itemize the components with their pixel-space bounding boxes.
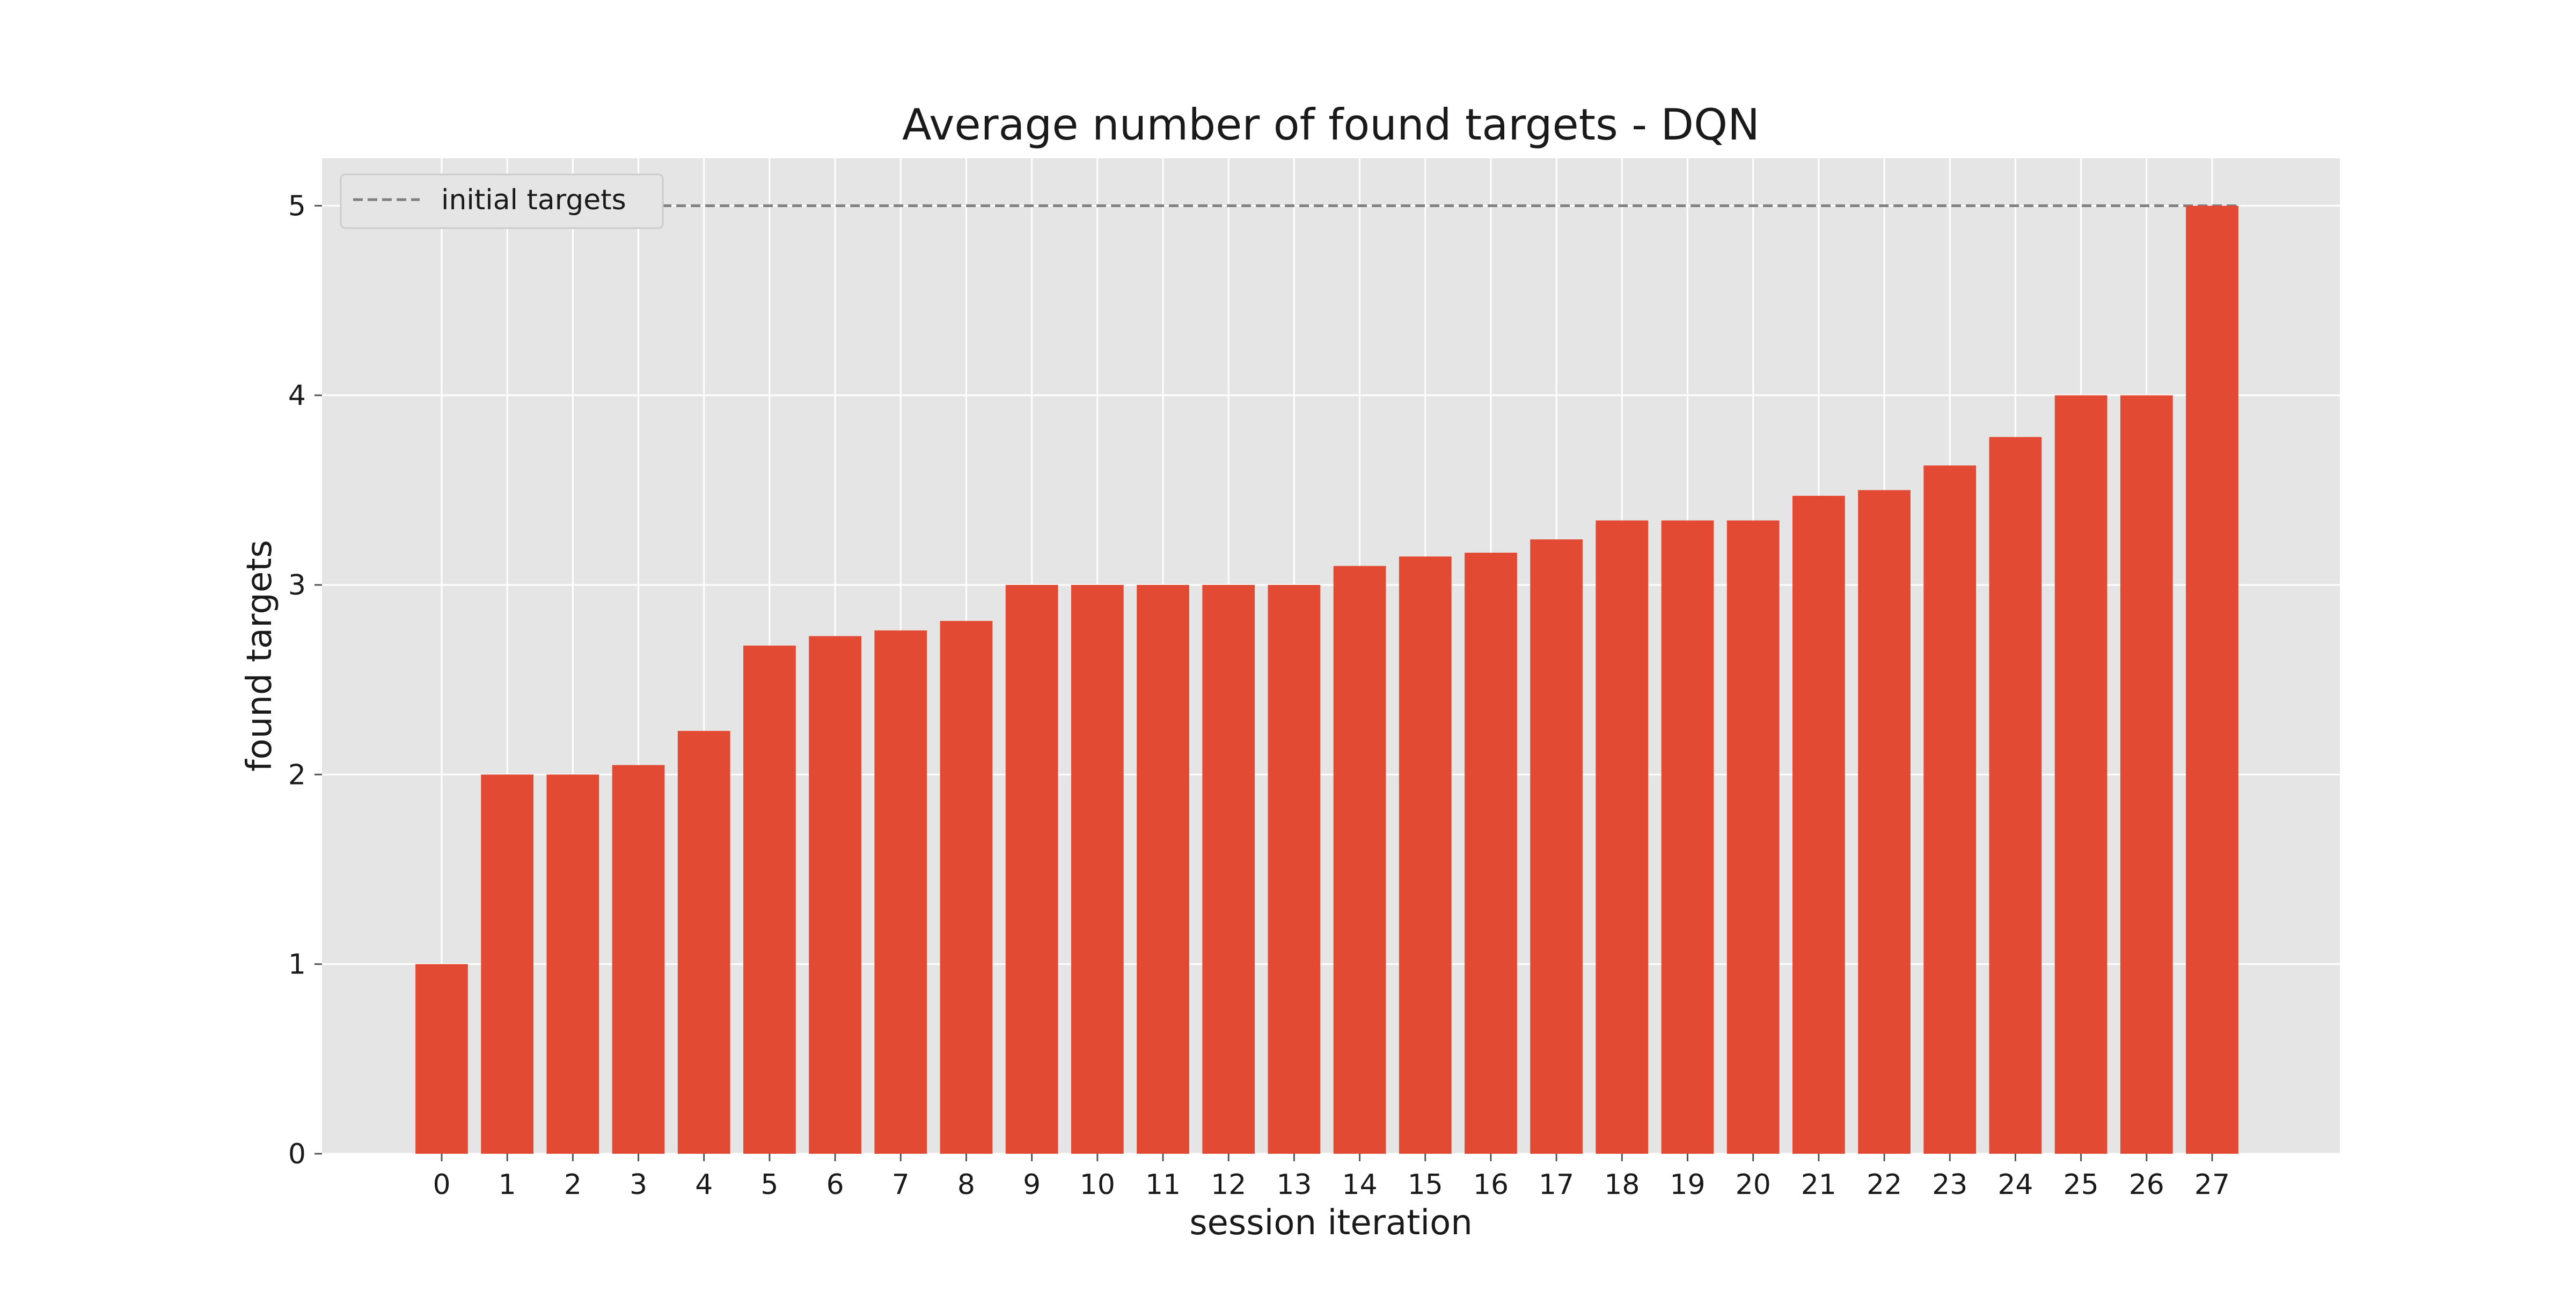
- chart-title: Average number of found targets - DQN: [902, 100, 1760, 150]
- x-tick-label: 6: [826, 1169, 844, 1201]
- bar-12: [1202, 585, 1255, 1154]
- x-tick-label: 12: [1211, 1169, 1246, 1201]
- bar-1: [481, 774, 534, 1154]
- x-tick-label: 10: [1080, 1169, 1115, 1201]
- bar-21: [1792, 495, 1845, 1154]
- y-tick-label: 1: [288, 949, 306, 981]
- bar-18: [1596, 520, 1649, 1154]
- y-tick-label: 4: [288, 380, 306, 412]
- bar-0: [415, 964, 468, 1154]
- bar-27: [2186, 206, 2238, 1154]
- bar-4: [677, 731, 730, 1154]
- bar-10: [1071, 585, 1124, 1154]
- x-tick-label: 3: [630, 1169, 647, 1201]
- bar-16: [1465, 552, 1517, 1154]
- bar-9: [1005, 585, 1058, 1154]
- x-tick-label: 17: [1539, 1169, 1574, 1201]
- x-tick-label: 8: [957, 1169, 975, 1201]
- x-tick-label: 25: [2063, 1169, 2099, 1201]
- x-tick-label: 26: [2129, 1169, 2164, 1201]
- x-tick-label: 11: [1145, 1169, 1181, 1201]
- x-tick-label: 19: [1670, 1169, 1705, 1201]
- x-tick-label: 14: [1342, 1169, 1378, 1201]
- bar-17: [1530, 539, 1583, 1154]
- y-axis-ticks: 0 1 2 3 4 5: [288, 190, 322, 1170]
- x-axis-ticks: 0 1 2 3 4 5 6 7 8 9 10 11 12 13 14 15 16 17 18 19 20 21 22 23 24…: [433, 1154, 2230, 1201]
- x-tick-label: 1: [499, 1169, 516, 1201]
- y-tick-label: 5: [288, 190, 306, 222]
- x-tick-label: 9: [1023, 1169, 1041, 1201]
- x-tick-label: 7: [892, 1169, 910, 1201]
- bar-15: [1399, 556, 1452, 1154]
- y-tick-label: 0: [288, 1138, 306, 1170]
- x-tick-label: 13: [1276, 1169, 1312, 1201]
- x-tick-label: 27: [2194, 1169, 2230, 1201]
- bar-14: [1333, 566, 1386, 1154]
- y-tick-label: 3: [288, 569, 306, 602]
- bar-20: [1726, 520, 1780, 1154]
- legend-box: [340, 173, 664, 229]
- x-tick-label: 20: [1736, 1169, 1771, 1201]
- bar-6: [809, 636, 861, 1154]
- bar-11: [1137, 585, 1189, 1154]
- legend: initial targets: [340, 173, 664, 229]
- bars: [415, 206, 2238, 1154]
- bar-24: [1989, 437, 2042, 1154]
- y-tick-label: 2: [288, 759, 306, 791]
- x-tick-label: 21: [1801, 1169, 1836, 1201]
- bar-23: [1923, 465, 1977, 1154]
- legend-label: initial targets: [441, 184, 626, 216]
- x-axis-title: session iteration: [1189, 1203, 1473, 1243]
- x-tick-label: 24: [1997, 1169, 2033, 1201]
- x-tick-label: 15: [1408, 1169, 1443, 1201]
- x-tick-label: 5: [760, 1169, 778, 1201]
- bar-13: [1268, 585, 1321, 1154]
- x-tick-label: 16: [1473, 1169, 1509, 1201]
- x-tick-label: 18: [1604, 1169, 1640, 1201]
- bar-26: [2120, 395, 2173, 1154]
- x-tick-label: 2: [564, 1169, 582, 1201]
- x-tick-label: 4: [695, 1169, 713, 1201]
- bar-8: [940, 621, 993, 1154]
- y-axis-title: found targets: [240, 540, 280, 772]
- bar-3: [612, 765, 665, 1154]
- bar-7: [874, 630, 927, 1154]
- bar-22: [1858, 490, 1911, 1154]
- bar-25: [2054, 395, 2107, 1154]
- bar-5: [743, 646, 796, 1154]
- bar-2: [546, 774, 599, 1154]
- x-tick-label: 22: [1867, 1169, 1902, 1201]
- x-tick-label: 0: [433, 1169, 450, 1201]
- bar-19: [1661, 520, 1714, 1154]
- x-tick-label: 23: [1932, 1169, 1967, 1201]
